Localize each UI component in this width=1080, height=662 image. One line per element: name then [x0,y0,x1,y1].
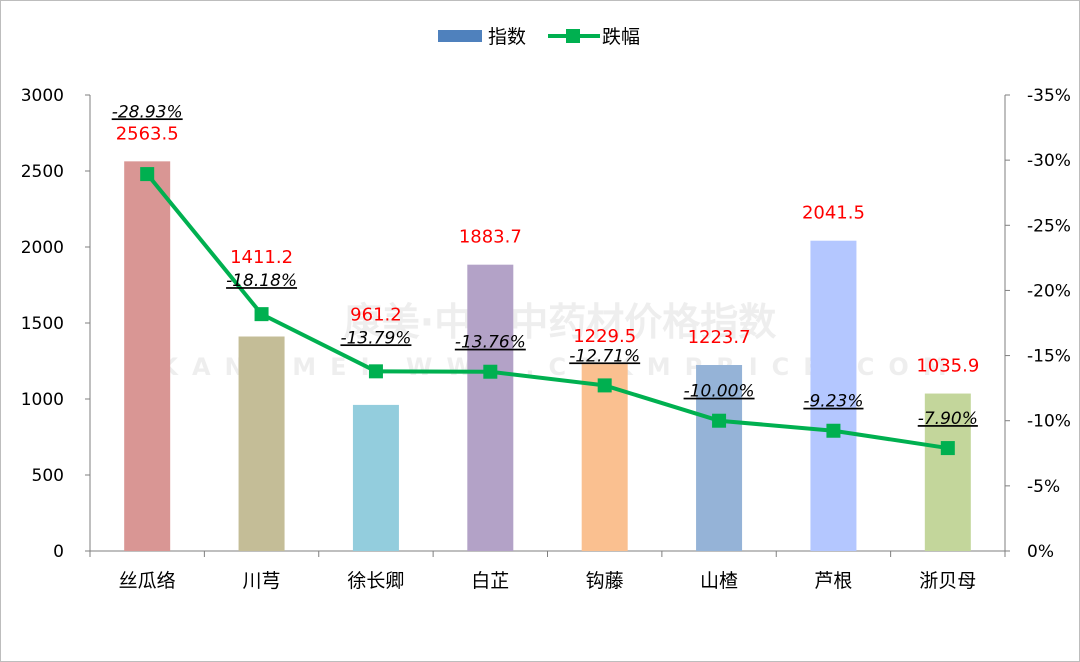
y-right-tick-label: -15% [1027,347,1071,367]
y-right-tick-label: 0% [1027,542,1054,562]
decline-percent-label: -28.93% [112,102,183,122]
bar-value-label: 2563.5 [116,123,179,144]
bar [581,364,628,551]
decline-percent-label: -13.76% [455,333,526,353]
legend: 指数 跌幅 [438,26,640,48]
decline-line [145,172,949,451]
bar [696,364,743,551]
y-left-tick-label: 2000 [21,238,64,258]
x-category-label: 白芷 [471,570,509,592]
y-right-tick-label: -30% [1027,151,1071,171]
line-marker [483,364,498,379]
bar-value-label: 1035.9 [916,356,979,377]
y-left-tick-label: 2500 [21,162,64,182]
x-category-label: 钩藤 [586,570,624,592]
bar-value-label: 2041.5 [802,203,865,224]
x-category-label: 芦根 [814,570,852,592]
bar [467,264,514,551]
decline-percent-label: -10.00% [684,382,755,402]
bar [810,240,857,551]
bar-value-label: 1229.5 [573,326,636,347]
x-category-label: 浙贝母 [919,570,976,592]
y-right-tick-label: -5% [1027,477,1060,497]
line-marker [140,167,155,182]
line-marker [940,441,955,456]
y-left-tick-label: 3000 [21,86,64,106]
bar-value-label: 961.2 [350,304,402,325]
decline-percent-label: -9.23% [803,392,863,412]
y-right-tick-label: -35% [1027,86,1071,106]
y-right-tick-label: -10% [1027,412,1071,432]
line-marker [597,378,612,393]
y-left-tick-label: 500 [32,466,64,486]
legend-label-line: 跌幅 [602,26,640,48]
legend-label-bar: 指数 [488,26,526,48]
decline-percent-label: -18.18% [226,271,297,291]
bar-value-label: 1223.7 [688,327,751,348]
bar-value-label: 1411.2 [230,247,293,268]
line-marker [254,307,269,322]
decline-percent-label: -12.71% [569,346,640,366]
line-marker [368,364,383,379]
y-left-tick-label: 0 [53,542,64,562]
data-labels: 2563.5-28.93% 1411.2 -18.18% 961.2 -13.79% 18… [112,102,980,429]
x-category-label: 丝瓜络 [119,570,176,592]
bar [352,404,399,551]
line-marker [712,413,727,428]
x-category-label: 山楂 [700,570,738,592]
bars [124,161,971,551]
bar [238,336,285,551]
bar-value-label: 1883.7 [459,227,522,248]
watermark-text: 康美·中国中药材价格指数 [344,300,776,344]
y-left-tick-label: 1000 [21,390,64,410]
bar [924,393,971,551]
y-left-tick-label: 1500 [21,314,64,334]
x-category-label: 川芎 [243,570,281,592]
legend-swatch-marker [566,29,580,43]
legend-swatch-bar [438,30,482,42]
bar [124,161,171,551]
y-right-tick-label: -25% [1027,216,1071,236]
line-marker [826,423,841,438]
decline-percent-label: -7.90% [918,409,978,429]
decline-percent-label: -13.79% [340,328,411,348]
line-series [140,167,955,456]
x-category-label: 徐长卿 [347,570,404,592]
y-right-tick-label: -20% [1027,281,1071,301]
